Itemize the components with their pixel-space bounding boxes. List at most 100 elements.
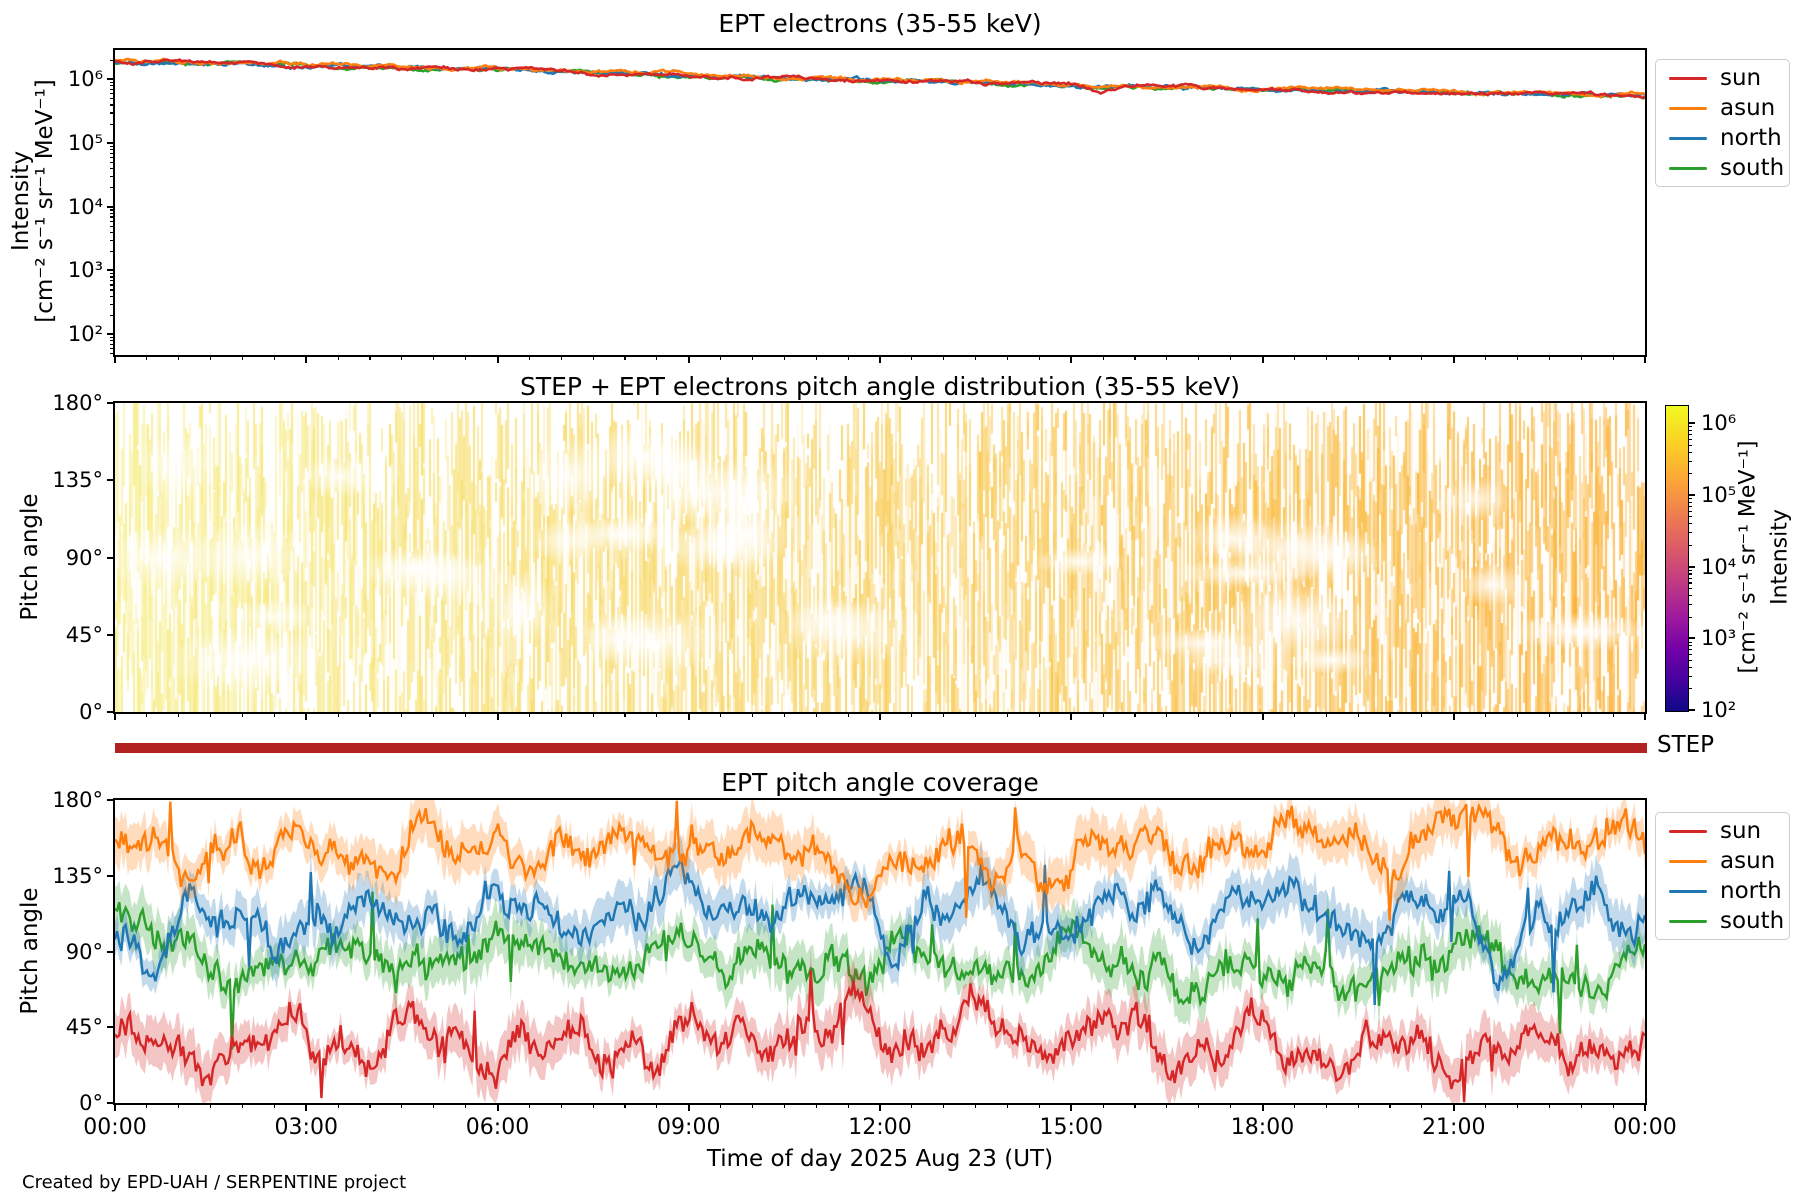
p3-y-tick-label: 90°	[65, 939, 103, 964]
p1-y-tick-label: 10³	[67, 258, 103, 283]
colorbar-minor-tick	[1688, 498, 1692, 500]
x-minor-tick	[337, 1103, 339, 1108]
p1-y-minor-tick	[110, 152, 115, 154]
colorbar-minor-tick	[1688, 505, 1692, 507]
x-minor-tick	[1548, 712, 1550, 717]
p1-y-minor-tick	[110, 251, 115, 253]
p1-y-minor-tick	[110, 168, 115, 170]
x-minor-tick	[1006, 712, 1009, 717]
colorbar-minor-tick	[1688, 641, 1692, 643]
x-tick-label: 06:00	[465, 1115, 530, 1140]
x-minor-tick	[1102, 355, 1104, 360]
x-minor-tick	[1548, 355, 1550, 360]
p1-y-tick-label: 10⁶	[67, 67, 103, 91]
p1-y-minor-tick	[110, 148, 115, 151]
colorbar-minor-tick	[1688, 429, 1692, 432]
colorbar-minor-tick	[1688, 654, 1692, 656]
x-axis-label: Time of day 2025 Aug 23 (UT)	[706, 1146, 1054, 1172]
x-minor-tick	[560, 355, 562, 360]
legend-label-asun: asun	[1720, 848, 1776, 874]
p1-y-minor-tick	[110, 284, 115, 286]
panel1-series-lines	[115, 57, 1645, 100]
x-minor-tick	[528, 712, 530, 717]
p2-y-tick-label: 90°	[65, 545, 103, 570]
x-major-tick	[114, 1103, 116, 1111]
x-minor-tick	[1325, 1103, 1327, 1108]
x-major-tick	[687, 1103, 690, 1111]
x-minor-tick	[1293, 355, 1295, 360]
x-major-tick	[496, 1103, 499, 1111]
x-minor-tick	[1389, 1103, 1391, 1108]
colorbar-minor-tick	[1688, 426, 1692, 428]
x-minor-tick	[847, 355, 849, 360]
x-minor-tick	[1357, 355, 1359, 360]
p1-y-minor-tick	[110, 216, 115, 218]
x-minor-tick	[783, 712, 785, 717]
x-minor-tick	[146, 712, 148, 717]
x-minor-tick	[178, 1103, 180, 1108]
p2-y-major-tick	[107, 633, 115, 636]
x-minor-tick	[783, 355, 785, 360]
x-minor-tick	[656, 355, 658, 360]
p3-band-south	[115, 873, 1645, 1069]
colorbar-minor-tick	[1688, 666, 1692, 668]
x-major-tick	[1261, 355, 1264, 363]
panel2-title: STEP + EPT electrons pitch angle distrib…	[519, 372, 1241, 401]
x-minor-tick	[975, 1103, 977, 1108]
colorbar-minor-tick	[1688, 451, 1692, 453]
x-minor-tick	[1325, 712, 1327, 717]
x-minor-tick	[1230, 712, 1232, 717]
p3-line-south	[115, 891, 1645, 1050]
p2-y-tick-label: 45°	[65, 622, 103, 647]
x-minor-tick	[1516, 1103, 1519, 1108]
legend-line-north	[1669, 137, 1707, 141]
x-minor-tick	[975, 712, 977, 717]
x-minor-tick	[465, 712, 467, 717]
x-minor-tick	[975, 355, 977, 360]
x-minor-tick	[911, 355, 913, 360]
p1-y-minor-tick	[110, 348, 115, 350]
x-tick-label: 09:00	[657, 1115, 721, 1140]
legend-entry-north: north	[1656, 876, 1789, 906]
p1-y-minor-tick	[110, 88, 115, 91]
p3-line-asun	[115, 800, 1645, 921]
p1-y-minor-tick	[110, 123, 115, 125]
colorbar-minor-tick	[1688, 510, 1692, 512]
legend-line-south	[1669, 167, 1707, 171]
x-major-tick	[114, 712, 116, 720]
p3-y-major-tick	[107, 799, 115, 801]
colorbar-minor-tick	[1688, 659, 1692, 661]
x-minor-tick	[1134, 355, 1136, 360]
x-minor-tick	[1038, 355, 1040, 360]
p1-y-major-tick	[107, 141, 115, 144]
p1-y-minor-tick	[110, 104, 115, 106]
x-minor-tick	[751, 712, 754, 717]
x-minor-tick	[1516, 355, 1519, 360]
colorbar-tick-label: 10³	[1701, 626, 1737, 651]
x-tick-label: 21:00	[1422, 1115, 1486, 1140]
p1-y-minor-tick	[110, 303, 115, 305]
legend-entry-sun: sun	[1656, 816, 1789, 846]
x-minor-tick	[337, 355, 339, 360]
x-major-tick	[1070, 712, 1073, 720]
x-minor-tick	[1485, 355, 1487, 360]
x-minor-tick	[273, 1103, 275, 1108]
x-tick-label: 12:00	[848, 1115, 912, 1140]
p1-y-minor-tick	[110, 93, 115, 95]
p1-y-minor-tick	[110, 336, 115, 339]
p2-y-major-tick	[107, 479, 115, 482]
x-minor-tick	[1166, 712, 1168, 717]
p2-y-tick-label: 135°	[52, 468, 103, 493]
x-minor-tick	[1421, 1103, 1423, 1108]
pitch-angle-heatmap	[115, 403, 1645, 712]
colorbar-minor-tick	[1688, 688, 1692, 690]
colorbar-minor-tick	[1688, 516, 1692, 518]
colorbar-minor-tick	[1688, 523, 1692, 525]
x-minor-tick	[241, 355, 244, 360]
x-minor-tick	[241, 712, 244, 717]
panel1-title: EPT electrons (35-55 keV)	[718, 9, 1042, 38]
x-minor-tick	[720, 712, 722, 717]
panel3-series-lines	[115, 800, 1645, 1103]
legend-line-sun	[1669, 830, 1707, 834]
p3-y-major-tick	[107, 950, 115, 953]
